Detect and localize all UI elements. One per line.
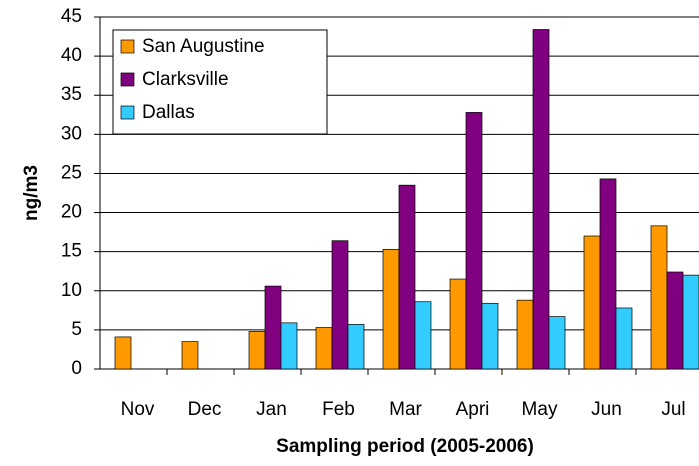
y-tick-label: 5 — [71, 319, 82, 340]
bar — [615, 307, 633, 370]
bar — [599, 178, 617, 370]
x-tick-label: Apri — [456, 399, 490, 420]
y-tick-label: 0 — [71, 358, 82, 379]
y-tick-label: 20 — [61, 202, 82, 223]
bar — [516, 299, 534, 370]
bar — [315, 327, 333, 370]
bar — [382, 248, 400, 370]
y-tick-label: 45 — [61, 6, 82, 27]
legend-box — [112, 29, 328, 135]
legend-label: Dallas — [142, 102, 195, 123]
y-tick-label: 40 — [61, 45, 82, 66]
bar — [666, 271, 684, 370]
y-tick-label: 15 — [61, 241, 82, 262]
bar — [248, 331, 266, 370]
bar — [481, 302, 499, 370]
x-tick-label: Feb — [322, 399, 355, 420]
x-tick-label: May — [522, 399, 558, 420]
bar — [532, 29, 550, 370]
bar — [280, 322, 298, 370]
bar — [682, 274, 699, 370]
x-tick-label: Dec — [188, 399, 222, 420]
x-tick-label: Jul — [661, 399, 685, 420]
bar — [114, 336, 132, 370]
legend-swatch — [120, 39, 135, 54]
bar — [181, 341, 199, 370]
y-tick-label: 35 — [61, 84, 82, 105]
bar — [347, 324, 365, 370]
x-tick-label: Jan — [256, 399, 287, 420]
bar — [449, 278, 467, 370]
bar — [650, 225, 668, 370]
x-tick-label: Jun — [591, 399, 622, 420]
bar — [465, 112, 483, 370]
x-axis-title: Sampling period (2005-2006) — [276, 436, 534, 457]
y-axis-title: ng/m3 — [21, 165, 42, 221]
legend-label: San Augustine — [142, 36, 265, 57]
bar — [414, 301, 432, 370]
bar — [398, 184, 416, 370]
legend-swatch — [120, 105, 135, 120]
legend-swatch — [120, 72, 135, 87]
y-tick-label: 10 — [61, 280, 82, 301]
bar — [548, 316, 566, 370]
y-tick-label: 30 — [61, 123, 82, 144]
y-tick-label: 25 — [61, 162, 82, 183]
legend-label: Clarksville — [142, 69, 229, 90]
x-tick-label: Nov — [121, 399, 155, 420]
x-tick-label: Mar — [389, 399, 422, 420]
bar — [583, 235, 601, 370]
bar — [264, 285, 282, 370]
bar — [331, 240, 349, 370]
